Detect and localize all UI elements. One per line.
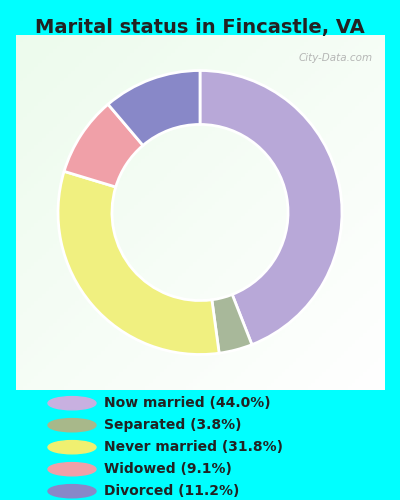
Circle shape: [48, 396, 96, 410]
Circle shape: [48, 462, 96, 476]
Wedge shape: [200, 70, 342, 344]
Circle shape: [48, 418, 96, 432]
Text: Never married (31.8%): Never married (31.8%): [104, 440, 283, 454]
Text: City-Data.com: City-Data.com: [299, 53, 373, 63]
Wedge shape: [64, 104, 143, 187]
Wedge shape: [212, 294, 252, 353]
Text: Separated (3.8%): Separated (3.8%): [104, 418, 242, 432]
Text: Divorced (11.2%): Divorced (11.2%): [104, 484, 239, 498]
Circle shape: [48, 440, 96, 454]
Text: Now married (44.0%): Now married (44.0%): [104, 396, 271, 410]
Circle shape: [48, 484, 96, 498]
Text: Widowed (9.1%): Widowed (9.1%): [104, 462, 232, 476]
Wedge shape: [108, 70, 200, 146]
Text: Marital status in Fincastle, VA: Marital status in Fincastle, VA: [35, 18, 365, 36]
Wedge shape: [58, 172, 219, 354]
